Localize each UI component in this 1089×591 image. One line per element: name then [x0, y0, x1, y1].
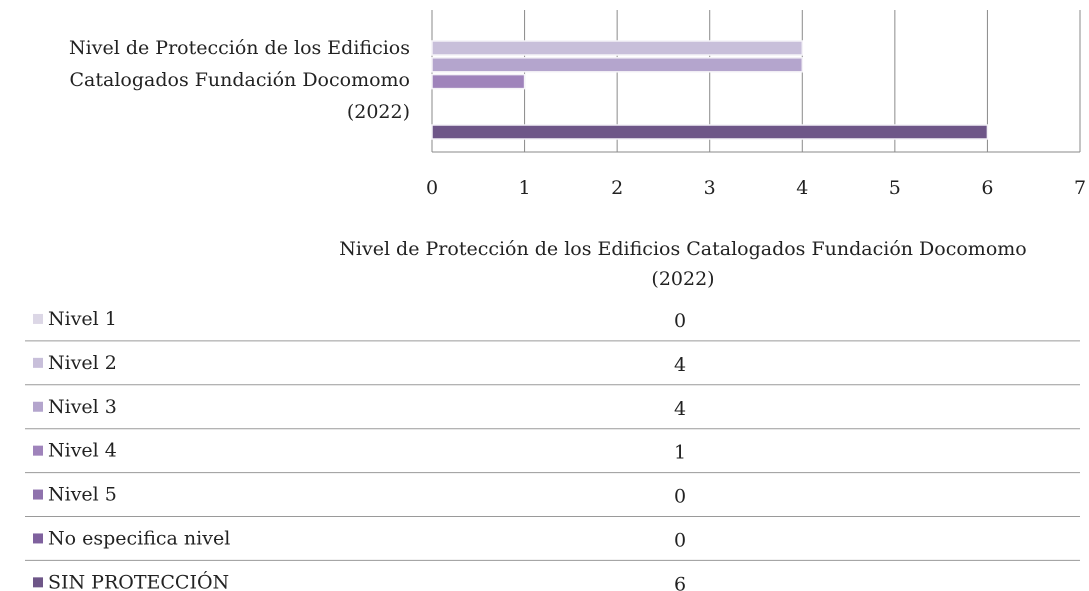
legend-key: [33, 313, 43, 324]
x-tick-label: 3: [704, 177, 716, 199]
legend-key: [33, 401, 43, 412]
series-name: Nivel 3: [48, 396, 117, 418]
x-tick-label: 5: [889, 177, 901, 199]
x-tick-label: 7: [1074, 177, 1086, 199]
series-name: Nivel 4: [48, 440, 117, 462]
legend-key: [33, 357, 43, 368]
legend-key: [33, 489, 43, 500]
x-tick-label: 4: [796, 177, 808, 199]
series-name: Nivel 5: [48, 484, 117, 506]
bar: [431, 73, 526, 90]
category-label: Nivel de Protección de los Edificios Cat…: [69, 37, 410, 123]
x-tick-label: 6: [981, 177, 993, 199]
x-tick-label: 0: [426, 177, 438, 199]
series-name: Nivel 2: [48, 352, 117, 374]
bar: [431, 40, 804, 56]
legend-key: [33, 445, 43, 456]
table-value: 4: [674, 398, 686, 420]
bar: [431, 124, 989, 140]
table-value: 6: [674, 573, 686, 591]
series-name: No especifica nivel: [48, 527, 230, 549]
table-header: Nivel de Protección de los Edificios Cat…: [339, 238, 1027, 290]
series-name: SIN PROTECCIÓN: [48, 570, 229, 591]
table-value: 4: [674, 354, 686, 376]
x-tick-label: 1: [519, 177, 531, 199]
legend-key: [33, 533, 43, 544]
series-name: Nivel 1: [48, 308, 117, 330]
table-value: 0: [674, 529, 686, 551]
bar: [431, 57, 804, 73]
table-value: 0: [674, 310, 686, 332]
table-value: 1: [674, 442, 686, 464]
table-value: 0: [674, 486, 686, 508]
x-tick-label: 2: [611, 177, 623, 199]
legend-key: [33, 577, 43, 588]
